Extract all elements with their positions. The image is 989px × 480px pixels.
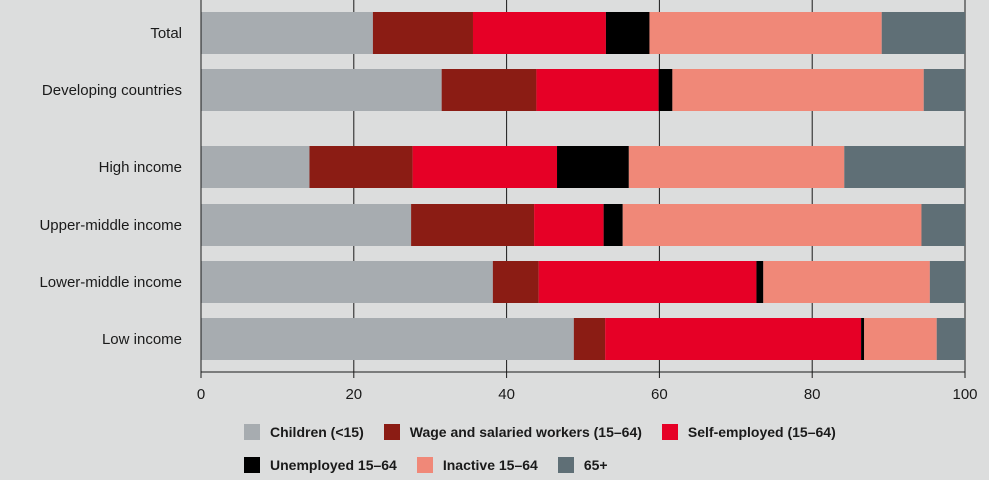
bar-segment — [557, 146, 629, 188]
bar-segment — [605, 12, 650, 54]
bar-segment — [538, 261, 757, 303]
bar-segment — [536, 69, 659, 111]
legend-item-self-employed: Self-employed (15–64) — [661, 424, 836, 440]
bar-segment — [411, 204, 535, 246]
bar-segment — [201, 12, 373, 54]
chart-plot: Total Developing countries High income Uppe… — [39, 0, 978, 403]
bar-segment — [605, 318, 862, 360]
bar-segment — [201, 146, 310, 188]
legend-swatch — [557, 457, 574, 473]
legend-row: Unemployed 15–64 Inactive 15–64 65+ — [244, 457, 628, 473]
category-label: Low income — [102, 331, 182, 348]
legend-swatch — [416, 457, 433, 473]
legend-item-65-plus: 65+ — [557, 457, 608, 473]
legend-item-inactive: Inactive 15–64 — [416, 457, 538, 473]
bar-segment — [861, 318, 865, 360]
legend-label: Self-employed (15–64) — [687, 424, 836, 440]
bar-segment — [923, 69, 965, 111]
bar-segment — [864, 318, 937, 360]
bar-segment — [603, 204, 623, 246]
category-label: Developing countries — [42, 82, 182, 99]
bar-segment — [201, 261, 493, 303]
x-tick-label: 60 — [651, 386, 668, 403]
legend-label: Children (<15) — [270, 424, 364, 440]
legend-label: Wage and salaried workers (15–64) — [409, 424, 642, 440]
category-label: Upper-middle income — [39, 217, 182, 234]
legend-label: Unemployed 15–64 — [270, 457, 397, 473]
legend-label: 65+ — [583, 457, 608, 473]
x-tick-label: 20 — [345, 386, 362, 403]
bar-segment — [628, 146, 845, 188]
category-label: Total — [150, 25, 182, 42]
bar-segment — [658, 69, 673, 111]
x-tick-label: 40 — [498, 386, 515, 403]
bar-segment — [921, 204, 965, 246]
legend-swatch — [244, 457, 260, 473]
bar-segment — [844, 146, 965, 188]
bar-segment — [492, 261, 539, 303]
legend-item-children: Children (<15) — [244, 424, 364, 440]
legend-item-wage-workers: Wage and salaried workers (15–64) — [383, 424, 642, 440]
bar-segment — [472, 12, 606, 54]
bar-segment — [412, 146, 558, 188]
bar-segment — [672, 69, 924, 111]
bar-segment — [201, 69, 442, 111]
bar-segment — [534, 204, 604, 246]
bar-segment — [929, 261, 965, 303]
bar-segment — [309, 146, 413, 188]
category-label: High income — [99, 159, 182, 176]
legend-label: Inactive 15–64 — [442, 457, 538, 473]
bar-segment — [756, 261, 764, 303]
bar-segment — [622, 204, 922, 246]
legend: Children (<15) Wage and salaried workers… — [0, 420, 989, 480]
bar-segment — [763, 261, 930, 303]
x-tick-label: 100 — [952, 386, 977, 403]
legend-swatch — [661, 424, 678, 440]
legend-item-unemployed: Unemployed 15–64 — [244, 457, 397, 473]
legend-row: Children (<15) Wage and salaried workers… — [244, 424, 856, 440]
legend-swatch — [383, 424, 400, 440]
x-tick-label: 0 — [197, 386, 205, 403]
bar-segment — [936, 318, 965, 360]
bar-segment — [649, 12, 882, 54]
legend-swatch — [244, 424, 260, 440]
x-tick-label: 80 — [804, 386, 821, 403]
bar-segment — [201, 204, 412, 246]
category-label: Lower-middle income — [39, 274, 182, 291]
bar-segment — [372, 12, 473, 54]
bar-segment — [881, 12, 965, 54]
bar-segment — [201, 318, 574, 360]
bar-segment — [441, 69, 537, 111]
bar-segment — [573, 318, 606, 360]
